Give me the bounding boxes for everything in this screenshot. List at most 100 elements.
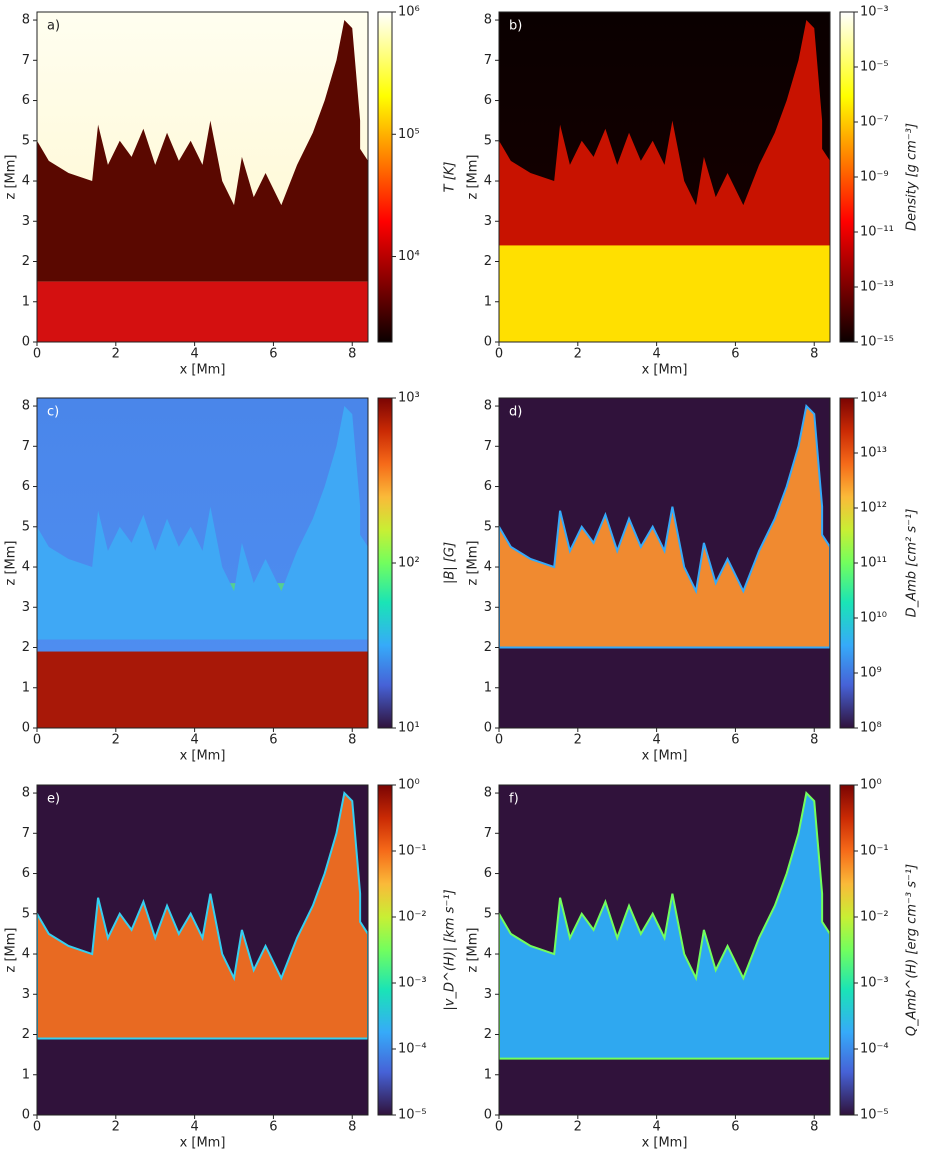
colorbar-tick-label: 10⁻⁹ — [860, 170, 889, 185]
x-tick-label: 0 — [495, 347, 503, 362]
colorbar-tick-label: 10¹² — [860, 501, 887, 516]
y-tick-label: 7 — [484, 439, 492, 454]
colorbar-tick-label: 10⁻² — [860, 910, 889, 925]
colorbar-tick-label: 10⁻¹ — [860, 844, 889, 859]
y-tick-label: 0 — [484, 335, 492, 350]
colorbar-tick-label: 10⁹ — [860, 666, 882, 681]
y-tick-label: 7 — [22, 826, 30, 841]
y-tick-label: 3 — [484, 987, 492, 1002]
y-tick-label: 0 — [22, 335, 30, 350]
x-tick-label: 0 — [495, 733, 503, 748]
colorbar-tick-label: 10⁴ — [398, 249, 420, 264]
y-tick-label: 8 — [484, 399, 492, 414]
heatmap-image — [499, 398, 830, 728]
colorbar-tick-label: 10⁰ — [398, 778, 420, 793]
y-tick-label: 1 — [484, 294, 492, 309]
x-tick-label: 4 — [190, 1120, 198, 1135]
x-axis-label: x [Mm] — [642, 363, 688, 378]
y-tick-label: 2 — [484, 1027, 492, 1042]
colorbar-tick-label: 10⁻³ — [860, 5, 889, 20]
x-tick-label: 0 — [495, 1120, 503, 1135]
axes-frame — [498, 784, 831, 1116]
y-axis-label: z [Mm] — [4, 541, 19, 586]
y-tick-label: 5 — [22, 906, 30, 921]
y-tick-label: 6 — [22, 479, 30, 494]
colorbar-tick-label: 10⁻¹⁵ — [860, 335, 894, 350]
x-tick-label: 6 — [269, 347, 277, 362]
x-tick-label: 4 — [190, 347, 198, 362]
x-tick-label: 6 — [731, 1120, 739, 1135]
y-tick-label: 6 — [484, 479, 492, 494]
heatmap-image — [37, 398, 368, 728]
y-tick-label: 8 — [484, 13, 492, 28]
panel-label: b) — [509, 19, 522, 34]
y-tick-label: 8 — [22, 399, 30, 414]
axes-frame — [36, 11, 369, 343]
y-tick-label: 8 — [22, 786, 30, 801]
colorbar-tick-label: 10¹¹ — [860, 556, 887, 571]
panel: e) 0 2 4 6 8 0 1 2 3 4 5 6 7 8 x [Mm] z [Mm] 10⁻⁵ 10⁻⁴ 10⁻³… — [4, 778, 458, 1151]
y-tick-label: 5 — [484, 519, 492, 534]
x-tick-label: 2 — [112, 733, 120, 748]
x-axis-label: x [Mm] — [180, 1136, 226, 1151]
y-tick-label: 6 — [484, 866, 492, 881]
panel: d) 0 2 4 6 8 0 1 2 3 4 5 6 7 8 x [Mm] z [Mm] 10⁸ 10⁹ 10¹⁰ 10… — [466, 391, 920, 764]
colorbar — [839, 397, 855, 729]
y-tick-label: 4 — [22, 947, 30, 962]
x-tick-label: 2 — [112, 347, 120, 362]
colorbar — [839, 784, 855, 1116]
y-tick-label: 4 — [22, 560, 30, 575]
colorbar-label: T [K] — [443, 162, 458, 193]
y-tick-label: 7 — [22, 53, 30, 68]
colorbar-tick-label: 10⁰ — [860, 778, 882, 793]
colorbar-label: Q_Amb^(H) [erg cm⁻³ s⁻¹] — [905, 864, 920, 1036]
axes-frame — [36, 397, 369, 729]
y-tick-label: 1 — [484, 680, 492, 695]
colorbar-tick-label: 10³ — [398, 391, 420, 406]
heatmap-image — [37, 12, 368, 342]
heatmap-image — [499, 785, 830, 1115]
y-tick-label: 0 — [22, 1108, 30, 1123]
x-axis-label: x [Mm] — [180, 363, 226, 378]
axes-frame — [498, 11, 831, 343]
colorbar-tick-label: 10¹ — [398, 721, 420, 736]
y-tick-label: 3 — [22, 987, 30, 1002]
y-tick-label: 7 — [22, 439, 30, 454]
heatmap-image — [499, 12, 830, 342]
x-tick-label: 2 — [574, 733, 582, 748]
panel: b) 0 2 4 6 8 0 1 2 3 4 5 6 7 8 x [Mm] z [Mm] 10⁻¹⁵ 10⁻¹³ 10… — [466, 5, 920, 378]
x-tick-label: 0 — [33, 347, 41, 362]
colorbar-tick-label: 10⁻³ — [860, 976, 889, 991]
colorbar-tick-label: 10⁻⁴ — [398, 1042, 427, 1057]
x-tick-label: 4 — [190, 733, 198, 748]
x-axis-label: x [Mm] — [642, 749, 688, 764]
y-tick-label: 3 — [22, 600, 30, 615]
colorbar-tick-label: 10⁻¹¹ — [860, 225, 894, 240]
x-tick-label: 2 — [574, 347, 582, 362]
y-tick-label: 1 — [22, 680, 30, 695]
y-tick-label: 6 — [484, 93, 492, 108]
colorbar-tick-label: 10² — [398, 556, 420, 571]
colorbar-tick-label: 10⁵ — [398, 127, 420, 142]
y-tick-label: 7 — [484, 826, 492, 841]
y-tick-label: 2 — [484, 254, 492, 269]
colorbar-tick-label: 10¹⁴ — [860, 391, 887, 406]
y-tick-label: 3 — [484, 214, 492, 229]
y-axis-label: z [Mm] — [466, 155, 481, 200]
x-tick-label: 2 — [112, 1120, 120, 1135]
panel-label: a) — [47, 19, 60, 34]
x-tick-label: 8 — [348, 733, 356, 748]
y-axis-label: z [Mm] — [466, 541, 481, 586]
y-tick-label: 6 — [22, 93, 30, 108]
y-axis-label: z [Mm] — [4, 928, 19, 973]
colorbar-label: D_Amb [cm² s⁻¹] — [905, 509, 920, 618]
y-tick-label: 2 — [22, 640, 30, 655]
y-tick-label: 1 — [22, 294, 30, 309]
colorbar — [377, 11, 393, 343]
y-tick-label: 7 — [484, 53, 492, 68]
y-tick-label: 2 — [22, 254, 30, 269]
y-tick-label: 3 — [484, 600, 492, 615]
y-axis-label: z [Mm] — [4, 155, 19, 200]
x-tick-label: 0 — [33, 733, 41, 748]
colorbar-tick-label: 10⁻⁵ — [860, 1108, 889, 1123]
